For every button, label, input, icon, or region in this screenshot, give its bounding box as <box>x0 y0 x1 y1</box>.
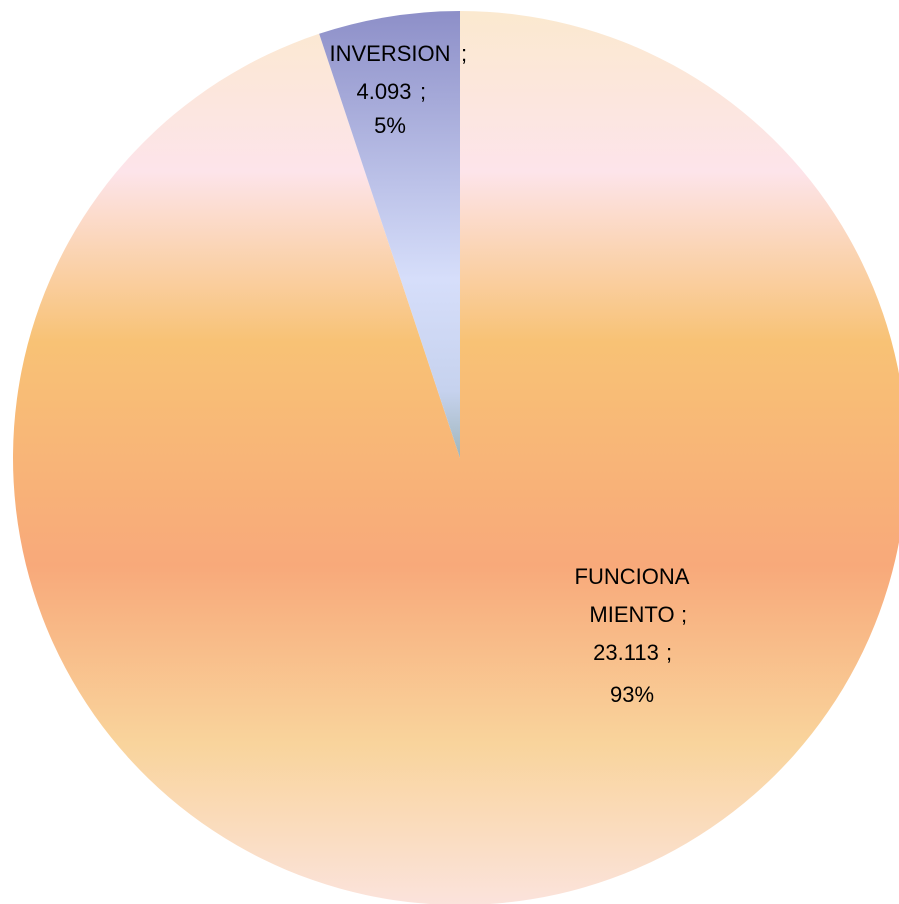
label-separator: ; <box>461 41 467 66</box>
slice-label-name: FUNCIONA MIENTO <box>575 564 690 627</box>
slice-label-amount: 4.093 <box>356 79 411 104</box>
slice-label-name: INVERSION <box>329 41 450 66</box>
slice-label-percent: 5% <box>374 113 406 138</box>
label-separator: ; <box>666 640 672 665</box>
slice-label-amount: 23.113 <box>593 640 659 665</box>
pie-slice <box>319 11 460 458</box>
pie-slice <box>13 11 899 904</box>
slice-label-percent: 93% <box>610 682 654 707</box>
label-separator: ; <box>681 602 687 627</box>
label-separator: ; <box>420 79 426 104</box>
